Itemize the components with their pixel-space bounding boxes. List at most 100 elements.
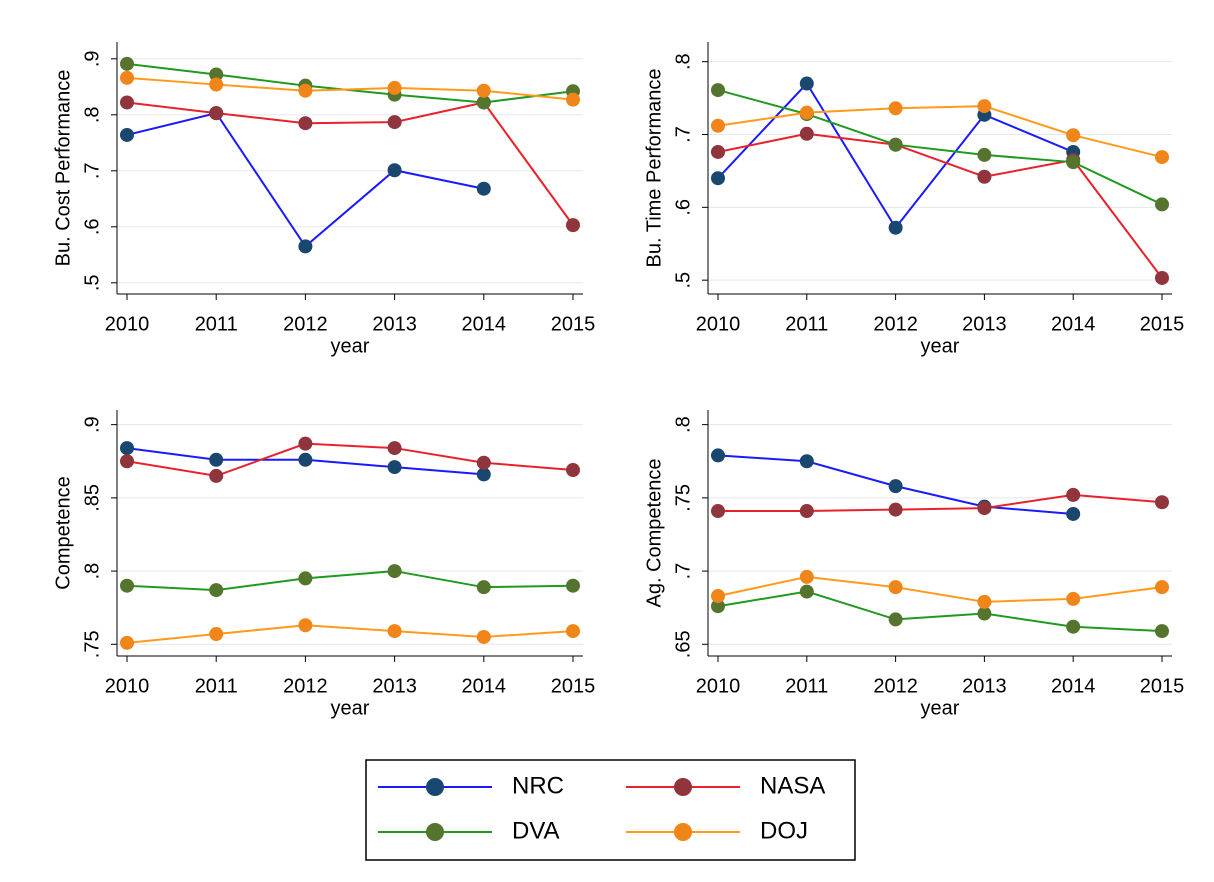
y-axis-title: Bu. Time Performance (643, 69, 665, 268)
x-tick-label: 2015 (1140, 675, 1185, 697)
marker (1066, 155, 1081, 170)
y-tick-label: .7 (672, 126, 694, 143)
marker (799, 569, 814, 584)
marker (1155, 197, 1169, 212)
marker (209, 583, 224, 598)
legend-marker (674, 823, 692, 841)
marker (711, 171, 725, 186)
marker (209, 67, 224, 82)
x-tick-label: 2013 (962, 313, 1007, 335)
marker (209, 452, 224, 467)
x-tick-label: 2015 (551, 313, 596, 335)
marker (888, 220, 903, 235)
marker (566, 92, 580, 107)
marker (799, 105, 814, 120)
x-tick-label: 2011 (785, 675, 828, 697)
marker (120, 635, 134, 650)
marker (566, 463, 580, 478)
marker (711, 83, 725, 98)
marker (476, 181, 491, 196)
legend-label: DOJ (760, 817, 808, 844)
marker (476, 95, 491, 110)
marker (711, 118, 725, 133)
series-line (718, 493, 1163, 513)
marker (120, 578, 134, 593)
y-tick-label: .6 (672, 199, 694, 216)
marker (888, 101, 903, 116)
marker (120, 127, 134, 142)
x-tick-label: 2010 (105, 675, 150, 697)
legend-marker (674, 778, 692, 796)
y-axis-title: Ag. Competence (643, 459, 665, 608)
y-tick-label: .65 (672, 630, 694, 658)
x-tick-label: 2015 (551, 675, 596, 697)
marker (387, 624, 402, 639)
marker (711, 504, 725, 519)
x-tick-label: 2012 (283, 313, 328, 335)
marker (977, 169, 992, 184)
marker (476, 629, 491, 644)
legend-label: NASA (760, 772, 825, 799)
marker (476, 83, 491, 98)
marker (476, 580, 491, 595)
marker (120, 95, 134, 110)
marker (209, 468, 224, 483)
series-line (717, 575, 1163, 603)
marker (1155, 624, 1169, 639)
series-line (717, 105, 1163, 159)
marker (711, 144, 725, 159)
marker (387, 115, 402, 130)
x-axis-title: year (331, 335, 370, 357)
marker (387, 80, 402, 95)
y-tick-label: .7 (81, 162, 103, 179)
legend-marker (426, 823, 444, 841)
marker (298, 116, 313, 131)
y-tick-label: .5 (672, 272, 694, 289)
marker (977, 147, 992, 162)
series-line (717, 590, 1163, 633)
y-axis-title: Bu. Cost Performance (52, 70, 74, 267)
marker (799, 126, 814, 141)
marker (799, 504, 814, 519)
marker (209, 77, 224, 92)
marker (799, 76, 814, 91)
marker (298, 239, 313, 254)
marker (387, 441, 402, 456)
marker (298, 83, 313, 98)
legend-box (365, 759, 856, 861)
marker (120, 56, 134, 71)
x-tick-label: 2014 (1051, 675, 1096, 697)
marker (1066, 619, 1081, 634)
x-tick-label: 2010 (105, 313, 150, 335)
y-tick-label: .8 (672, 53, 694, 70)
x-axis-title: year (921, 697, 960, 719)
marker (977, 99, 992, 114)
marker (298, 452, 313, 467)
marker (120, 441, 134, 456)
marker (888, 580, 903, 595)
marker (1066, 128, 1081, 143)
marker (298, 618, 313, 633)
marker (1066, 591, 1081, 606)
x-tick-label: 2014 (1051, 313, 1096, 335)
marker (120, 70, 134, 85)
marker (566, 578, 580, 593)
legend-label: DVA (512, 817, 560, 844)
x-tick-label: 2013 (372, 675, 417, 697)
x-tick-label: 2015 (1140, 313, 1185, 335)
marker (888, 502, 903, 517)
marker (1066, 487, 1081, 502)
marker (387, 564, 402, 579)
series-line (126, 101, 574, 226)
x-tick-label: 2010 (696, 675, 741, 697)
marker (799, 454, 814, 469)
marker (298, 436, 313, 451)
x-tick-label: 2011 (195, 675, 238, 697)
marker (799, 584, 814, 599)
series-line (126, 442, 574, 477)
marker (1155, 270, 1169, 285)
y-tick-label: .7 (672, 563, 694, 580)
series-line (126, 624, 574, 644)
marker (711, 448, 725, 463)
